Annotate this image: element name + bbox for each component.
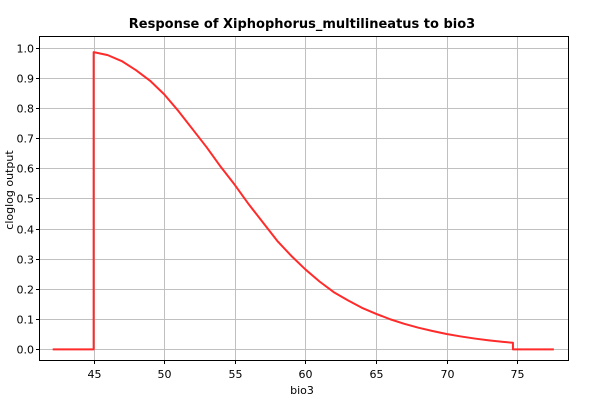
response-curve-line <box>52 51 554 351</box>
x-tick-label: 45 <box>88 368 102 381</box>
y-tick-label: 0.6 <box>17 163 35 176</box>
y-tick-label: 1.0 <box>17 43 35 56</box>
curve-layer <box>52 51 554 351</box>
y-tick-label: 0.7 <box>17 133 35 146</box>
y-tick-label: 0.2 <box>17 284 35 297</box>
x-tick-label: 50 <box>158 368 172 381</box>
x-tick-label: 75 <box>511 368 525 381</box>
y-tick-label: 0.9 <box>17 73 35 86</box>
y-axis-label: cloglog output <box>3 150 16 230</box>
chart-title: Response of Xiphophorus_multilineatus to… <box>129 17 475 32</box>
y-tick-label: 0.8 <box>17 103 35 116</box>
x-tick-label: 55 <box>229 368 243 381</box>
y-tick-label: 0.3 <box>17 254 35 267</box>
y-tick-label: 0.4 <box>17 224 35 237</box>
y-tick-label: 0.5 <box>17 193 35 206</box>
y-tick-label: 0.1 <box>17 314 35 327</box>
x-tick-label: 65 <box>370 368 384 381</box>
x-tick-label: 60 <box>299 368 313 381</box>
x-tick-label: 70 <box>441 368 455 381</box>
tick-layer: 45 50 55 60 65 70 75 0.0 0.1 0.2 0.3 0.4 0.5 0.6 0.7 0.… <box>17 43 525 382</box>
grid-layer <box>40 37 568 360</box>
x-axis-label: bio3 <box>290 384 314 397</box>
y-tick-label: 0.0 <box>17 344 35 357</box>
